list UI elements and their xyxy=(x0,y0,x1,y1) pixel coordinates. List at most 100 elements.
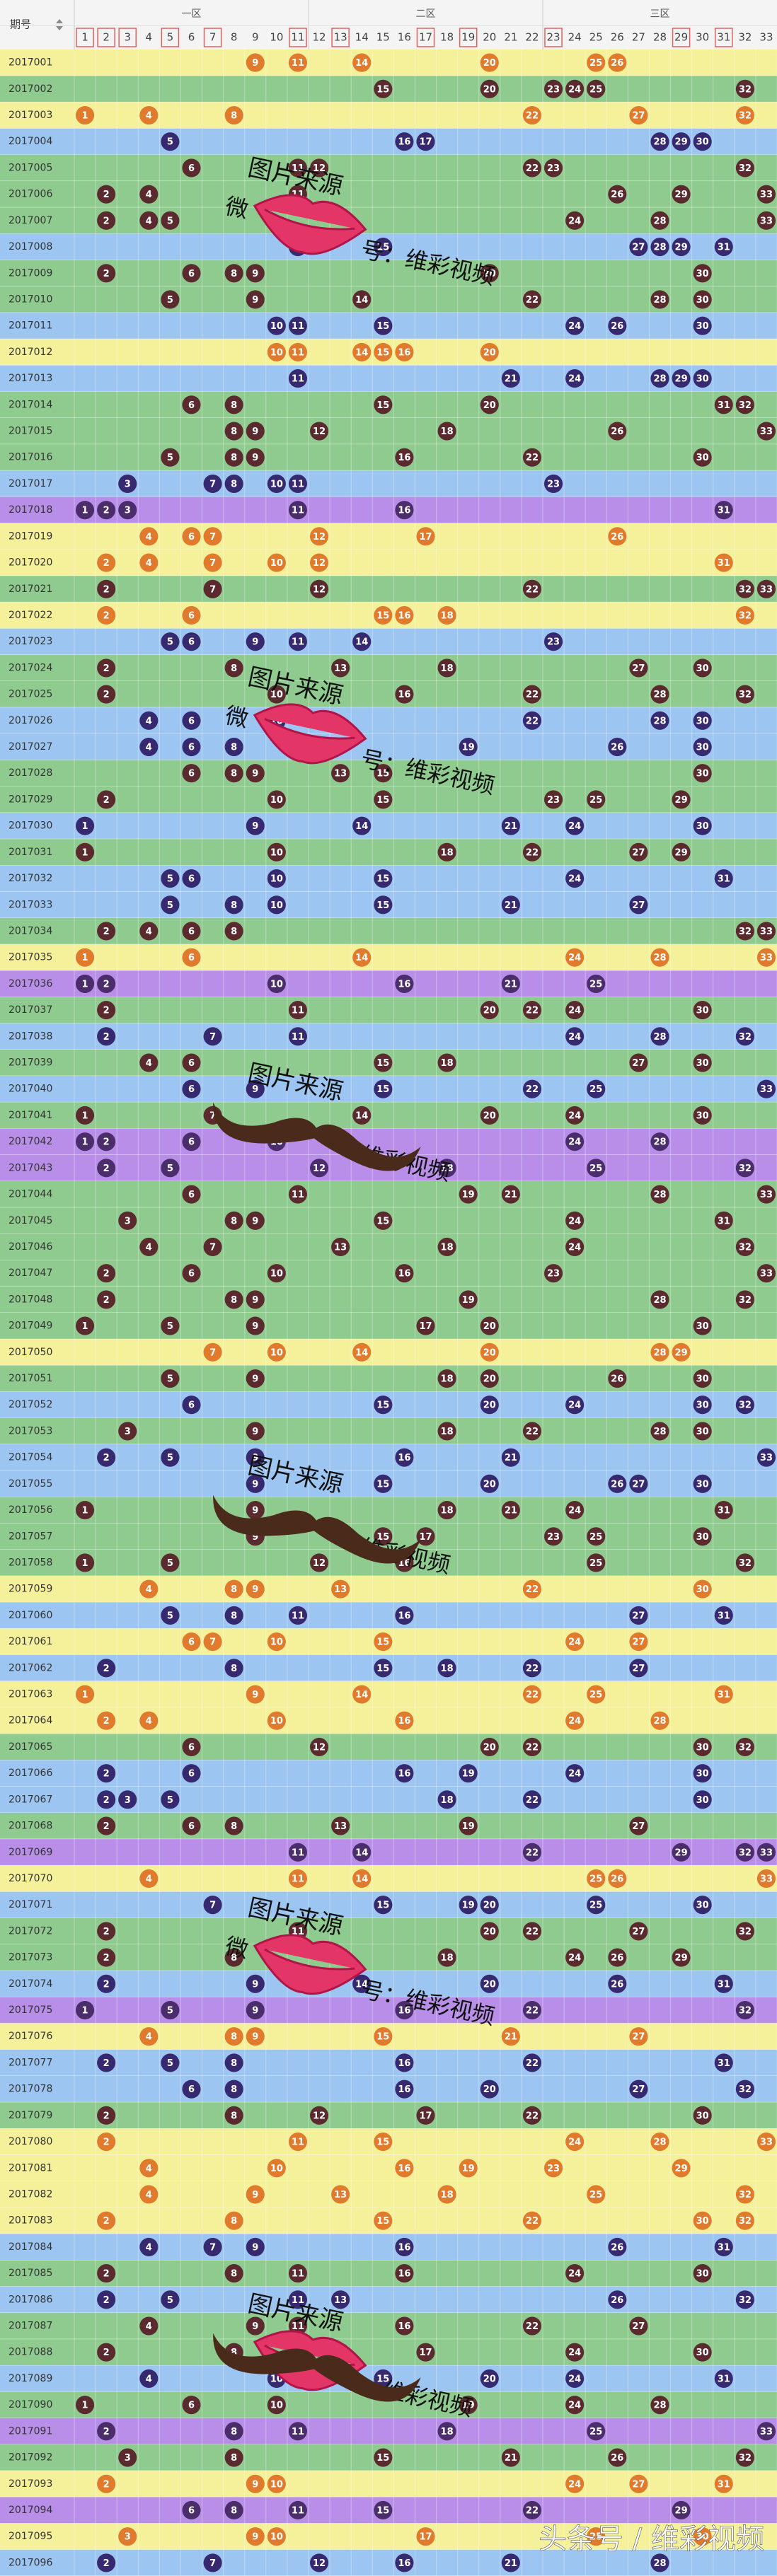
ball xyxy=(629,1659,648,1678)
period: 2017035 xyxy=(8,952,52,963)
ball-number: 13 xyxy=(334,2295,347,2306)
ball-number: 14 xyxy=(355,1110,368,1121)
ball xyxy=(310,1737,329,1756)
ball xyxy=(224,2027,243,2046)
ball-number: 16 xyxy=(398,137,410,148)
ball xyxy=(139,1869,159,1889)
ball xyxy=(352,53,372,72)
ball-number: 8 xyxy=(231,2348,237,2358)
ball xyxy=(587,2422,606,2441)
ball xyxy=(161,132,180,151)
ball-number: 32 xyxy=(739,1295,752,1306)
row-bg xyxy=(0,2418,777,2444)
ball xyxy=(522,1790,541,1809)
ball-number: 16 xyxy=(398,2269,410,2280)
ball xyxy=(544,2159,563,2178)
ball xyxy=(97,922,116,941)
ball xyxy=(565,816,585,835)
ball-number: 18 xyxy=(441,1374,454,1385)
column-number: 2 xyxy=(103,31,110,44)
ball-number: 19 xyxy=(462,2401,475,2411)
ball-number: 32 xyxy=(739,1032,752,1043)
ball xyxy=(374,869,393,888)
ball-number: 7 xyxy=(209,1110,216,1121)
ball xyxy=(267,685,286,704)
ball xyxy=(182,1764,201,1783)
ball xyxy=(374,238,393,257)
ball-number: 19 xyxy=(462,2164,475,2174)
ball-number: 15 xyxy=(376,1637,389,1648)
ball xyxy=(480,2079,499,2099)
ball-number: 1 xyxy=(82,1690,88,1700)
period: 2017060 xyxy=(8,1610,52,1621)
ball xyxy=(97,2133,116,2152)
ball xyxy=(139,1053,159,1072)
ball-number: 22 xyxy=(526,716,539,726)
ball-number: 12 xyxy=(313,427,326,437)
ball xyxy=(97,1974,116,1993)
period: 2017050 xyxy=(8,1347,52,1358)
ball-number: 24 xyxy=(568,2348,581,2358)
ball xyxy=(310,1553,329,1572)
ball xyxy=(331,764,350,783)
ball xyxy=(76,1553,95,1572)
ball xyxy=(182,922,201,941)
ball xyxy=(395,2553,414,2572)
ball xyxy=(352,342,372,361)
period: 2017044 xyxy=(8,1189,52,1200)
ball-number: 16 xyxy=(398,1453,410,1463)
ball xyxy=(693,316,712,335)
ball xyxy=(395,1764,414,1783)
row-bg xyxy=(0,2102,777,2129)
ball-number: 21 xyxy=(505,2453,517,2464)
ball xyxy=(416,132,435,151)
ball xyxy=(650,685,669,704)
ball xyxy=(714,2369,733,2388)
ball-number: 5 xyxy=(167,1611,173,1621)
ball-number: 33 xyxy=(760,190,773,200)
ball xyxy=(459,1290,478,1309)
period: 2017077 xyxy=(8,2057,52,2068)
ball-number: 4 xyxy=(146,1874,152,1884)
ball-number: 23 xyxy=(547,479,560,489)
period: 2017067 xyxy=(8,1794,52,1805)
ball xyxy=(224,2422,243,2441)
ball xyxy=(756,422,776,441)
ball xyxy=(395,1711,414,1730)
ball-number: 10 xyxy=(270,1637,283,1648)
ball-number: 3 xyxy=(125,1795,131,1806)
ball-number: 26 xyxy=(611,2295,623,2306)
ball xyxy=(565,869,585,888)
ball xyxy=(522,1685,541,1704)
ball-number: 2 xyxy=(103,2558,110,2569)
ball-number: 8 xyxy=(231,479,237,489)
ball-number: 32 xyxy=(739,111,752,122)
ball xyxy=(182,632,201,651)
ball xyxy=(501,2553,520,2572)
ball-number: 24 xyxy=(568,1216,581,1226)
row-bg xyxy=(0,365,777,392)
ball-number: 31 xyxy=(718,1216,730,1226)
period: 2017021 xyxy=(8,584,52,595)
ball xyxy=(565,1632,585,1652)
ball xyxy=(650,1290,669,1309)
column-number: 19 xyxy=(461,31,475,44)
ball xyxy=(246,1974,265,1993)
ball xyxy=(139,2185,159,2204)
ball xyxy=(395,685,414,704)
ball-number: 33 xyxy=(760,427,773,437)
ball-number: 30 xyxy=(696,716,709,726)
ball-number: 5 xyxy=(167,1374,173,1385)
ball-number: 2 xyxy=(103,2479,110,2490)
ball xyxy=(224,2106,243,2125)
ball-number: 25 xyxy=(589,2427,602,2437)
period: 2017055 xyxy=(8,1478,52,1490)
ball-number: 5 xyxy=(167,453,173,463)
ball xyxy=(203,527,222,546)
ball xyxy=(246,1211,265,1230)
ball-number: 4 xyxy=(146,1058,152,1069)
row-bg xyxy=(0,707,777,734)
ball-number: 11 xyxy=(292,1190,304,1200)
ball xyxy=(97,185,116,204)
ball xyxy=(76,2000,95,2020)
